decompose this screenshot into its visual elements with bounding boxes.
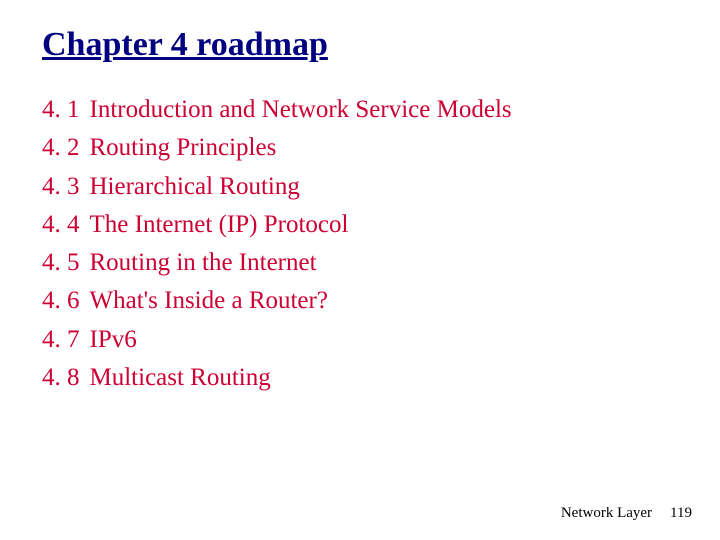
outline-label: Routing Principles <box>90 130 277 166</box>
outline-item: 4. 6 What's Inside a Router? <box>42 283 678 319</box>
outline-label: Introduction and Network Service Models <box>90 92 512 128</box>
outline-item: 4. 3 Hierarchical Routing <box>42 169 678 205</box>
outline-item: 4. 2 Routing Principles <box>42 130 678 166</box>
outline-label: Multicast Routing <box>90 360 271 396</box>
outline-label: IPv6 <box>90 322 137 358</box>
outline-number: 4. 7 <box>42 322 80 358</box>
outline-item: 4. 4 The Internet (IP) Protocol <box>42 207 678 243</box>
footer-section: Network Layer <box>561 505 652 522</box>
outline-item: 4. 7 IPv6 <box>42 322 678 358</box>
slide-title: Chapter 4 roadmap <box>42 26 678 64</box>
outline-list: 4. 1 Introduction and Network Service Mo… <box>42 92 678 396</box>
slide: Chapter 4 roadmap 4. 1 Introduction and … <box>0 0 720 396</box>
outline-number: 4. 3 <box>42 169 80 205</box>
outline-number: 4. 1 <box>42 92 80 128</box>
outline-number: 4. 4 <box>42 207 80 243</box>
outline-label: The Internet (IP) Protocol <box>90 207 349 243</box>
outline-label: Routing in the Internet <box>90 245 317 281</box>
outline-item: 4. 1 Introduction and Network Service Mo… <box>42 92 678 128</box>
outline-number: 4. 6 <box>42 283 80 319</box>
outline-label: Hierarchical Routing <box>90 169 300 205</box>
outline-item: 4. 8 Multicast Routing <box>42 360 678 396</box>
footer-page-number: 119 <box>670 505 692 522</box>
outline-number: 4. 8 <box>42 360 80 396</box>
outline-label: What's Inside a Router? <box>90 283 328 319</box>
outline-number: 4. 2 <box>42 130 80 166</box>
outline-number: 4. 5 <box>42 245 80 281</box>
footer: Network Layer 119 <box>561 505 692 522</box>
outline-item: 4. 5 Routing in the Internet <box>42 245 678 281</box>
